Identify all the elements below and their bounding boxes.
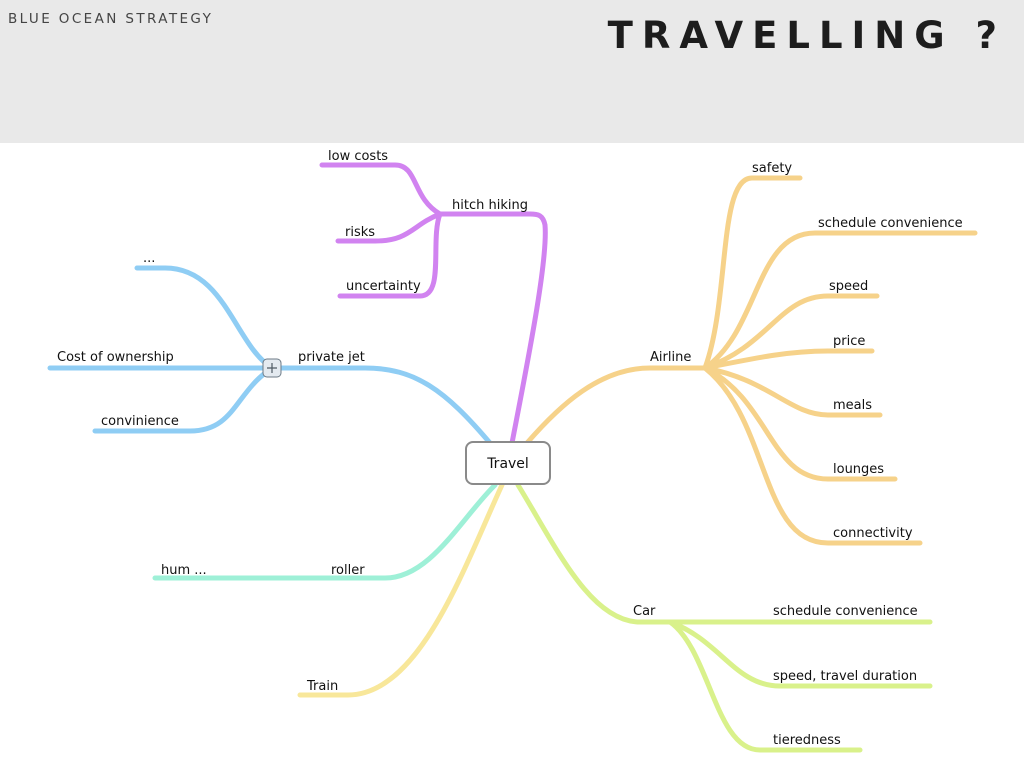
connector-low-costs [319, 162, 443, 217]
root-node[interactable]: Travel [465, 441, 551, 485]
branch-airline: Airline safety schedule convenience spee… [524, 161, 978, 546]
branch-label-airline[interactable]: Airline [650, 350, 691, 365]
leaf-car-schedule-convenience[interactable]: schedule convenience [773, 604, 918, 619]
leaf-uncertainty[interactable]: uncertainty [346, 279, 421, 294]
connector-car-speed-duration [667, 619, 933, 689]
leaf-hum[interactable]: hum ... [161, 563, 207, 578]
root-node-frame[interactable] [465, 441, 551, 485]
leaf-meals[interactable]: meals [833, 398, 872, 413]
connector-ellipsis [134, 265, 275, 371]
leaf-speed-travel-duration[interactable]: speed, travel duration [773, 669, 917, 684]
branch-label-train[interactable]: Train [306, 679, 338, 694]
connector-risks [335, 211, 443, 244]
connector-convinience [92, 365, 275, 434]
plus-icon [267, 363, 277, 373]
leaf-low-costs[interactable]: low costs [328, 149, 388, 164]
leaf-speed[interactable]: speed [829, 279, 868, 294]
connector-safety [702, 175, 803, 371]
leaf-price[interactable]: price [833, 334, 865, 349]
connector-price [702, 348, 875, 371]
connector-private-jet [269, 365, 493, 446]
leaf-cost-of-ownership[interactable]: Cost of ownership [57, 350, 174, 365]
leaf-convinience[interactable]: convinience [101, 414, 179, 429]
leaf-safety[interactable]: safety [752, 161, 792, 176]
branch-private-jet: private jet ... Cost of ownership convin… [47, 251, 493, 446]
slide-kicker: BLUE OCEAN STRATEGY [8, 11, 214, 27]
branch-label-roller[interactable]: roller [331, 563, 365, 578]
leaf-airline-schedule-convenience[interactable]: schedule convenience [818, 216, 963, 231]
branch-train: Train [297, 482, 505, 698]
root-node-label[interactable]: Travel [486, 456, 529, 472]
branch-roller: roller hum ... [152, 482, 498, 581]
connector-uncertainty [337, 211, 443, 299]
connector-train [297, 482, 505, 698]
connector-lounges [702, 365, 898, 482]
connector-airline [524, 365, 708, 446]
branch-label-private-jet[interactable]: private jet [298, 350, 365, 365]
connector-schedule-convenience [702, 230, 978, 371]
slide-title: TRAVELLING ? [607, 14, 1006, 57]
connector-hitch-hiking [437, 211, 548, 446]
connector-connectivity [702, 365, 923, 546]
expand-node-button[interactable] [262, 358, 282, 378]
connector-roller [152, 482, 498, 581]
connector-tieredness [667, 619, 863, 753]
branch-label-hitch-hiking[interactable]: hitch hiking [452, 198, 528, 213]
connector-car [515, 482, 673, 625]
branch-car: Car schedule convenience speed, travel d… [515, 482, 933, 753]
leaf-ellipsis[interactable]: ... [143, 251, 155, 266]
connector-meals [702, 365, 883, 418]
leaf-connectivity[interactable]: connectivity [833, 526, 913, 541]
branch-hitch-hiking: hitch hiking low costs risks uncertainty [319, 149, 548, 446]
connector-speed [702, 293, 880, 371]
branch-label-car[interactable]: Car [633, 604, 656, 619]
slide-header: BLUE OCEAN STRATEGY TRAVELLING ? [0, 0, 1024, 143]
leaf-risks[interactable]: risks [345, 225, 375, 240]
leaf-tieredness[interactable]: tieredness [773, 733, 841, 748]
leaf-lounges[interactable]: lounges [833, 462, 884, 477]
